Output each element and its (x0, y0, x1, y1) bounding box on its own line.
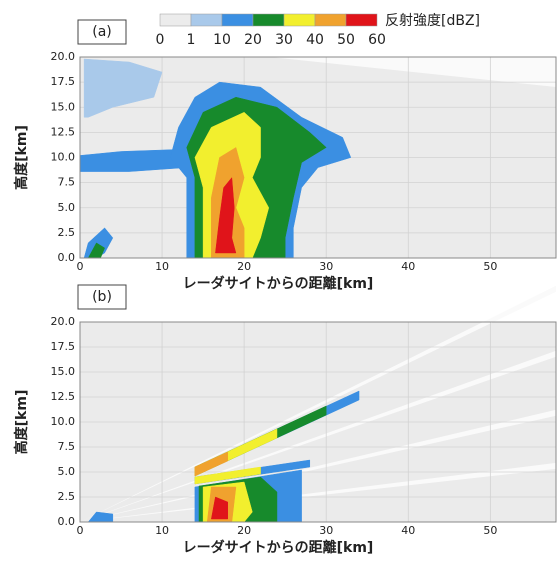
colorbar-label: 30 (275, 32, 293, 48)
y-tick-label: 0.0 (58, 251, 76, 264)
y-tick-label: 15.0 (51, 100, 76, 113)
figure: 0 1 10 20 30 40 50 60 反射強度[dBZ] 0.0 2.5 5.0 7.5 10.0 1… (0, 0, 558, 563)
x-tick-label: 50 (483, 524, 497, 537)
x-tick-label: 0 (77, 524, 84, 537)
y-tick-label: 10.0 (51, 151, 76, 164)
y-tick-label: 20.0 (51, 50, 76, 63)
colorbar-label: 1 (187, 32, 196, 48)
x-tick-label: 40 (401, 260, 415, 273)
colorbar-box (253, 14, 284, 26)
x-tick-label: 0 (77, 260, 84, 273)
y-tick-label: 7.5 (58, 176, 76, 189)
colorbar-box (160, 14, 191, 26)
x-axis-label: レーダサイトからの距離[km] (183, 539, 374, 556)
colorbar-label: 0 (156, 32, 165, 48)
y-tick-label: 17.5 (51, 340, 76, 353)
x-axis-label: レーダサイトからの距離[km] (183, 275, 374, 292)
y-tick-label: 0.0 (58, 515, 76, 528)
x-tick-label: 10 (155, 260, 169, 273)
panel-label: (b) (92, 289, 112, 305)
colorbar-box (191, 14, 222, 26)
y-tick-label: 2.5 (58, 490, 76, 503)
colorbar-label: 20 (244, 32, 262, 48)
y-tick-label: 20.0 (51, 315, 76, 328)
x-tick-label: 50 (483, 260, 497, 273)
colorbar-title: 反射強度[dBZ] (385, 13, 480, 29)
x-tick-label: 10 (155, 524, 169, 537)
y-tick-label: 12.5 (51, 125, 76, 138)
y-tick-label: 12.5 (51, 390, 76, 403)
colorbar-box (284, 14, 315, 26)
y-tick-label: 17.5 (51, 75, 76, 88)
y-axis-label: 高度[km] (13, 390, 30, 455)
y-tick-label: 7.5 (58, 440, 76, 453)
x-tick-label: 20 (237, 524, 251, 537)
colorbar-label: 50 (337, 32, 355, 48)
y-tick-label: 5.0 (58, 465, 76, 478)
x-tick-label: 30 (319, 260, 333, 273)
y-tick-label: 10.0 (51, 415, 76, 428)
x-tick-label: 40 (401, 524, 415, 537)
x-tick-label: 20 (237, 260, 251, 273)
colorbar-label: 60 (368, 32, 386, 48)
panel-label: (a) (92, 24, 112, 40)
colorbar-label: 40 (306, 32, 324, 48)
colorbar-label: 10 (213, 32, 231, 48)
colorbar-box (346, 14, 377, 26)
y-tick-label: 5.0 (58, 201, 76, 214)
y-tick-label: 2.5 (58, 226, 76, 239)
y-tick-label: 15.0 (51, 365, 76, 378)
colorbar-box (315, 14, 346, 26)
colorbar-box (222, 14, 253, 26)
x-tick-label: 30 (319, 524, 333, 537)
y-axis-label: 高度[km] (13, 125, 30, 190)
